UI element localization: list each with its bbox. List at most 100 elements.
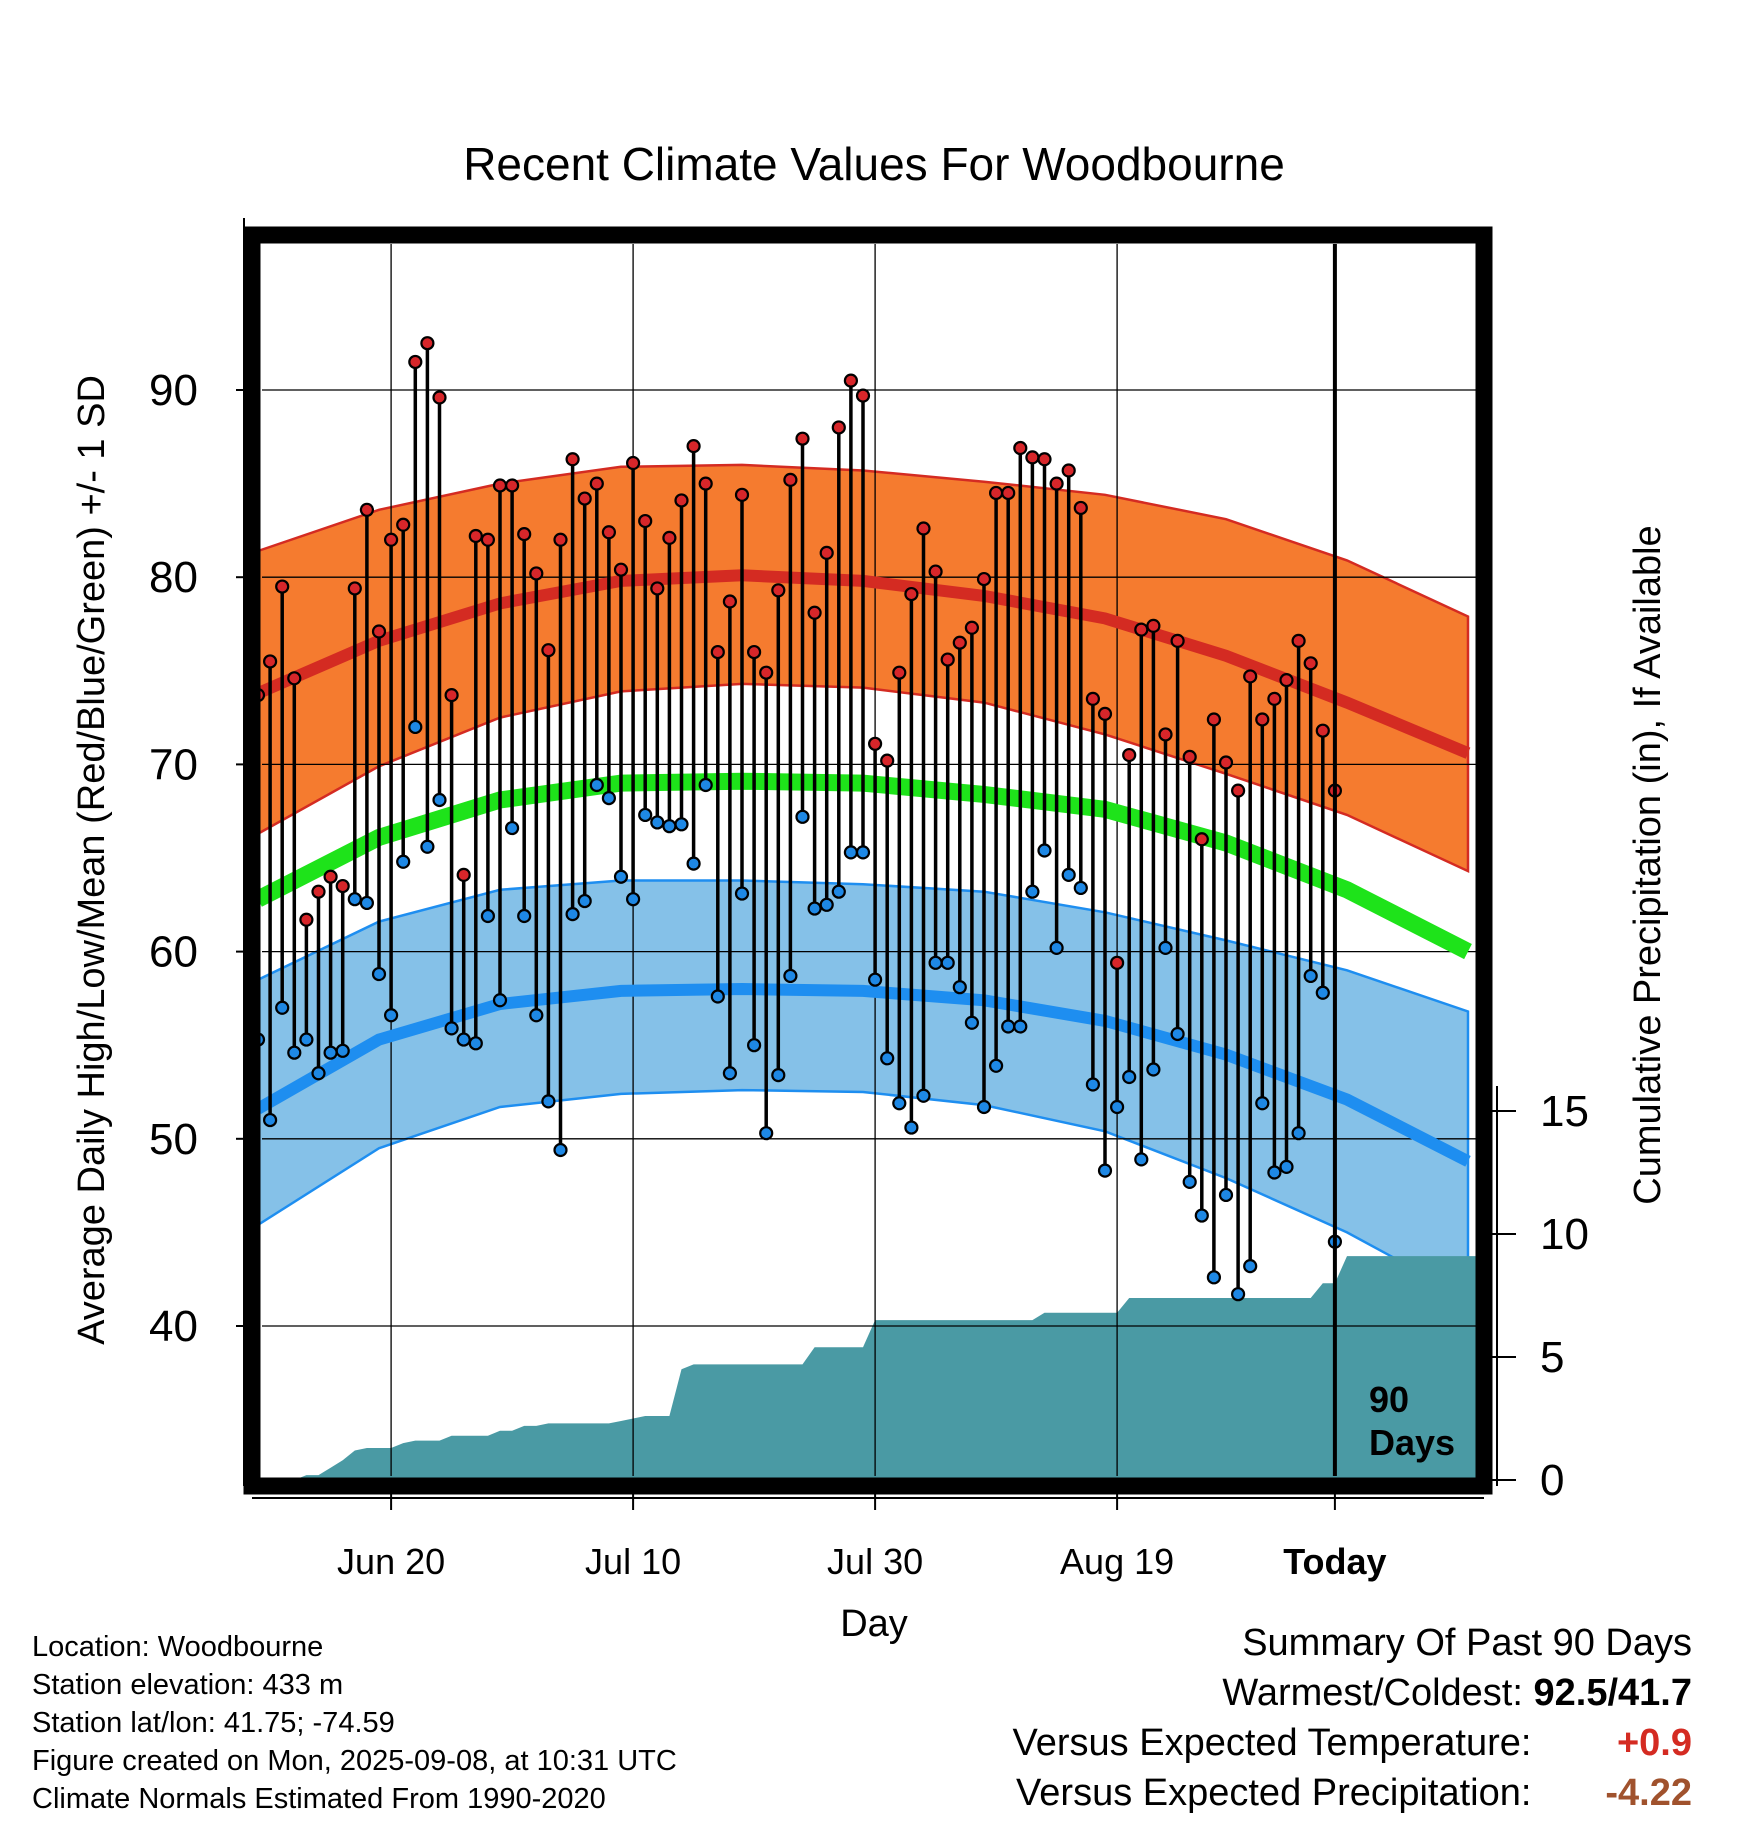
daily-high-point: [492, 478, 508, 493]
daily-high-point: [263, 654, 278, 669]
daily-high-point: [734, 487, 750, 502]
daily-low-point: [916, 1088, 931, 1103]
warm-cold-sep: /: [1607, 1672, 1619, 1714]
y-tick-label: 40: [149, 1302, 198, 1351]
daily-high-point: [795, 431, 810, 446]
daily-high-point: [323, 869, 338, 884]
daily-high-point: [1230, 783, 1246, 798]
daily-low-point: [1037, 843, 1052, 858]
daily-high-point: [1255, 712, 1270, 727]
y-tick-label: 80: [149, 553, 198, 602]
daily-low-point: [1134, 1152, 1149, 1167]
daily-high-point: [553, 532, 568, 547]
normals-text: Climate Normals Estimated From 1990-2020: [32, 1783, 606, 1815]
daily-low-point: [1025, 884, 1040, 899]
x-tick-label: Today: [1283, 1541, 1386, 1582]
daily-low-point: [928, 955, 943, 970]
daily-high-point: [1122, 747, 1137, 763]
daily-low-point: [662, 819, 677, 834]
daily-low-point: [468, 1036, 483, 1051]
x-axis: Jun 20 Jul 10 Jul 30 Aug 19 Today: [252, 1486, 1484, 1582]
daily-low-point: [1291, 1126, 1306, 1141]
daily-low-point: [1097, 1163, 1113, 1178]
daily-low-point: [1061, 867, 1076, 882]
daily-high-point: [299, 912, 314, 927]
latlon-text: Station lat/lon: 41.75; -74.59: [32, 1707, 395, 1739]
daily-low-point: [492, 993, 508, 1008]
daily-low-point: [1279, 1159, 1294, 1174]
daily-low-point: [359, 895, 374, 911]
daily-low-point: [613, 869, 629, 884]
y2-tick-label: 15: [1540, 1087, 1589, 1136]
daily-high-point: [928, 564, 943, 579]
daily-high-point: [371, 624, 387, 639]
daily-low-point: [807, 901, 822, 916]
daily-low-point: [1182, 1174, 1197, 1189]
daily-high-point: [589, 476, 604, 491]
summary-panel: Summary Of Past 90 Days Warmest/Coldest:…: [1013, 1618, 1692, 1818]
daily-low-point: [1170, 1026, 1185, 1042]
daily-low-point: [541, 1094, 556, 1109]
daily-low-point: [892, 1096, 907, 1111]
daily-low-point: [263, 1112, 278, 1128]
daily-high-point: [601, 525, 617, 540]
daily-high-point: [1085, 691, 1101, 706]
daily-low-point: [855, 845, 871, 860]
daily-high-point: [408, 354, 423, 370]
plot-frame: [243, 226, 1493, 1495]
daily-high-point: [275, 579, 290, 594]
daily-high-point: [1194, 832, 1209, 847]
y2-axis: 0 5 10 15: [1484, 1086, 1589, 1505]
x-axis-label: Day: [840, 1603, 908, 1645]
temp-row: Versus Expected Temperature: +0.9: [1013, 1718, 1692, 1768]
daily-high-point: [988, 485, 1004, 501]
daily-low-point: [1303, 968, 1318, 984]
daily-low-point: [686, 856, 701, 871]
temp-label: Versus Expected Temperature:: [1012, 1722, 1532, 1764]
daily-high-point: [287, 671, 302, 686]
daily-high-point: [432, 390, 447, 405]
daily-low-point: [480, 908, 495, 924]
daily-high-point: [1025, 450, 1040, 465]
temp-value: +0.9: [1616, 1722, 1692, 1764]
x-tick-label: Jul 10: [585, 1541, 681, 1582]
daily-high-point: [1049, 476, 1064, 491]
daily-low-point: [722, 1066, 738, 1081]
daily-high-point: [722, 594, 738, 609]
daily-high-point: [1037, 452, 1052, 467]
y-tick-label: 50: [149, 1115, 198, 1164]
daily-high-point: [1315, 723, 1330, 738]
daily-low-point: [710, 989, 725, 1004]
daily-low-point: [1013, 1019, 1028, 1034]
daily-low-point: [444, 1021, 459, 1036]
daily-low-point: [577, 893, 592, 909]
daily-low-point: [734, 886, 750, 901]
daily-high-point: [952, 635, 967, 650]
gridlines: [262, 244, 1476, 1476]
daily-low-point: [771, 1068, 786, 1083]
daily-high-point: [1013, 440, 1028, 456]
daily-low-point: [1206, 1270, 1222, 1285]
daily-low-point: [783, 968, 798, 984]
daily-high-point: [638, 513, 653, 529]
precip-area: [258, 1256, 1480, 1480]
daily-high-point: [880, 753, 895, 768]
daily-low-point: [432, 792, 447, 808]
warm-cold-row: Warmest/Coldest: 92.5/41.7: [1013, 1668, 1692, 1718]
station-info: Location: Woodbourne Station elevation: …: [32, 1628, 677, 1818]
daily-high-point: [565, 452, 580, 467]
daily-low-point: [867, 972, 883, 987]
daily-high-point: [1001, 485, 1016, 501]
daily-low-point: [1073, 880, 1088, 896]
daily-high-point: [1170, 633, 1185, 648]
warmest-value: 92.5: [1533, 1672, 1608, 1714]
daily-low-point: [1158, 940, 1173, 955]
precip-value: -4.22: [1605, 1772, 1692, 1814]
daily-low-point: [952, 980, 967, 995]
daily-high-point: [468, 528, 483, 544]
daily-high-point: [625, 455, 641, 471]
daily-low-point: [964, 1015, 980, 1030]
daily-low-point: [759, 1126, 774, 1141]
daily-high-point: [1291, 633, 1306, 648]
daily-high-point: [384, 532, 399, 547]
